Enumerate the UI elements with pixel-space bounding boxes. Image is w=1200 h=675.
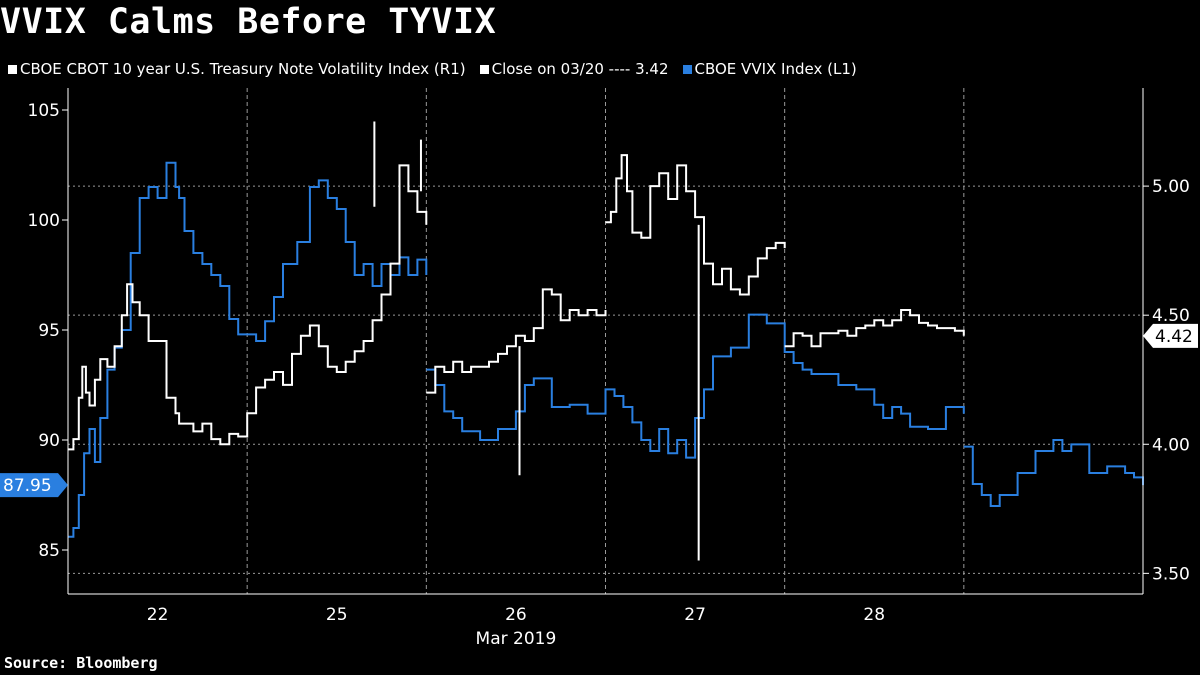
left-tick-label: 100 [28, 211, 60, 231]
legend-swatch-close [479, 64, 489, 74]
legend-label-vvix: CBOE VVIX Index (L1) [694, 60, 857, 78]
x-axis-label: Mar 2019 [476, 629, 557, 649]
series-layer [68, 121, 1144, 561]
legend-swatch-vvix [682, 64, 692, 74]
tyvix-line-segment [68, 164, 428, 451]
x-tick-label: 27 [684, 605, 706, 625]
right-tick-label: 3.50 [1152, 564, 1190, 584]
legend-label-tyvix: CBOE CBOT 10 year U.S. Treasury Note Vol… [20, 60, 466, 78]
source-note: Source: Bloomberg [4, 654, 158, 672]
vvix-line-segment [426, 313, 965, 459]
vvix-last-value-tag [0, 473, 68, 498]
chart-title: VVIX Calms Before TYVIX [0, 2, 497, 42]
tyvix-line-segment [605, 154, 786, 296]
legend-item-close: Close on 03/20 ---- 3.42 [479, 60, 669, 78]
legend-item-vvix: CBOE VVIX Index (L1) [682, 60, 857, 78]
legend-swatch-tyvix [8, 64, 17, 74]
left-tick-label: 90 [38, 431, 60, 451]
left-tick-label: 85 [38, 541, 60, 561]
left-tick-label: 95 [38, 321, 60, 341]
x-tick-label: 28 [863, 605, 885, 625]
legend-label-close: Close on 03/20 ---- 3.42 [491, 60, 669, 78]
grid [68, 88, 1143, 595]
right-tick-label: 4.00 [1152, 435, 1190, 455]
legend: CBOE CBOT 10 year U.S. Treasury Note Vol… [8, 60, 871, 78]
x-tick-label: 26 [505, 605, 527, 625]
tyvix-line-segment [426, 288, 607, 394]
legend-item-tyvix: CBOE CBOT 10 year U.S. Treasury Note Vol… [8, 60, 466, 78]
tyvix-last-value-tag [1143, 323, 1198, 348]
left-tick-label: 105 [28, 101, 60, 121]
x-tick-label: 25 [326, 605, 348, 625]
right-tick-label: 4.50 [1152, 306, 1190, 326]
x-tick-label: 22 [147, 605, 169, 625]
tyvix-last-value-label: 4.42 [1155, 327, 1193, 347]
vvix-last-value-label: 87.95 [3, 476, 52, 496]
right-tick-label: 5.00 [1152, 177, 1190, 197]
vvix-line-segment [68, 161, 428, 538]
vvix-line-segment [963, 439, 1144, 507]
tyvix-line-segment [784, 309, 965, 348]
axes: 85 90 95 100 105 3.50 4.00 4.50 5.00 22 25 26 27 28 Ma… [0, 88, 1198, 649]
